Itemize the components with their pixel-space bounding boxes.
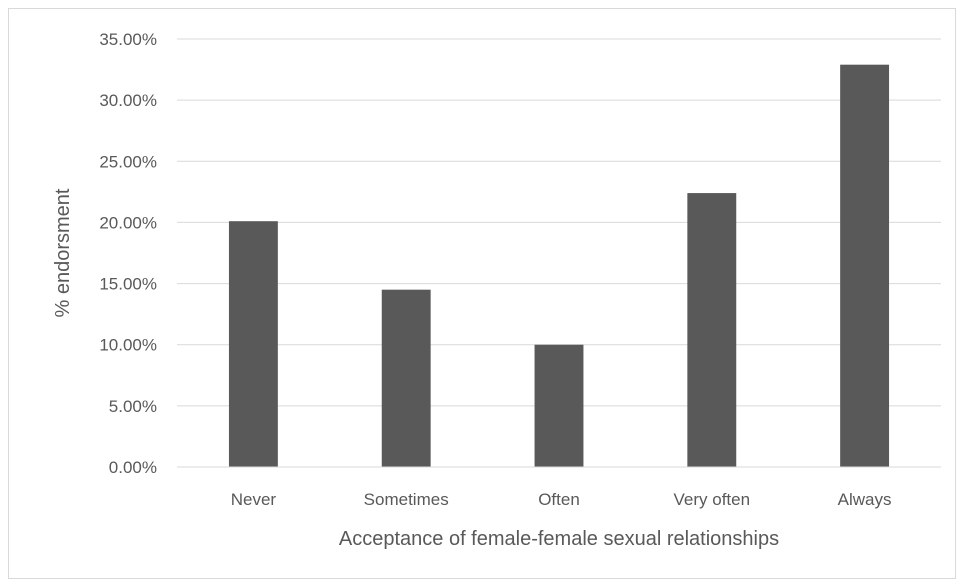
bar-never	[228, 221, 278, 467]
y-tick-label: 35.00%	[99, 30, 157, 49]
x-tick-label: Very often	[674, 490, 751, 509]
bar-always	[840, 64, 890, 468]
x-axis-tick-labels: Never Sometimes Often Very often Always	[231, 490, 892, 509]
y-tick-label: 15.00%	[99, 275, 157, 294]
bar-chart: 0.00% 5.00% 10.00% 15.00% 20.00% 25.00% 30.00%…	[52, 30, 941, 550]
y-tick-label: 5.00%	[109, 397, 157, 416]
x-axis-title: Acceptance of female-female sexual relat…	[339, 528, 779, 550]
bars	[228, 64, 890, 468]
chart-frame: 0.00% 5.00% 10.00% 15.00% 20.00% 25.00% 30.00%…	[8, 8, 956, 579]
x-tick-label: Never	[231, 490, 277, 509]
y-axis-tick-labels: 0.00% 5.00% 10.00% 15.00% 20.00% 25.00% 30.00%…	[99, 30, 157, 477]
y-tick-label: 0.00%	[109, 458, 157, 477]
bar-very-often	[687, 193, 737, 467]
gridlines	[177, 38, 941, 407]
y-tick-label: 10.00%	[99, 336, 157, 355]
y-axis-title: % endorsment	[52, 188, 74, 317]
y-tick-label: 25.00%	[99, 152, 157, 171]
bar-often	[534, 344, 584, 467]
x-tick-label: Always	[838, 490, 892, 509]
x-tick-label: Sometimes	[364, 490, 449, 509]
y-tick-label: 20.00%	[99, 213, 157, 232]
x-tick-label: Often	[538, 490, 580, 509]
y-tick-label: 30.00%	[99, 91, 157, 110]
bar-sometimes	[381, 289, 431, 467]
